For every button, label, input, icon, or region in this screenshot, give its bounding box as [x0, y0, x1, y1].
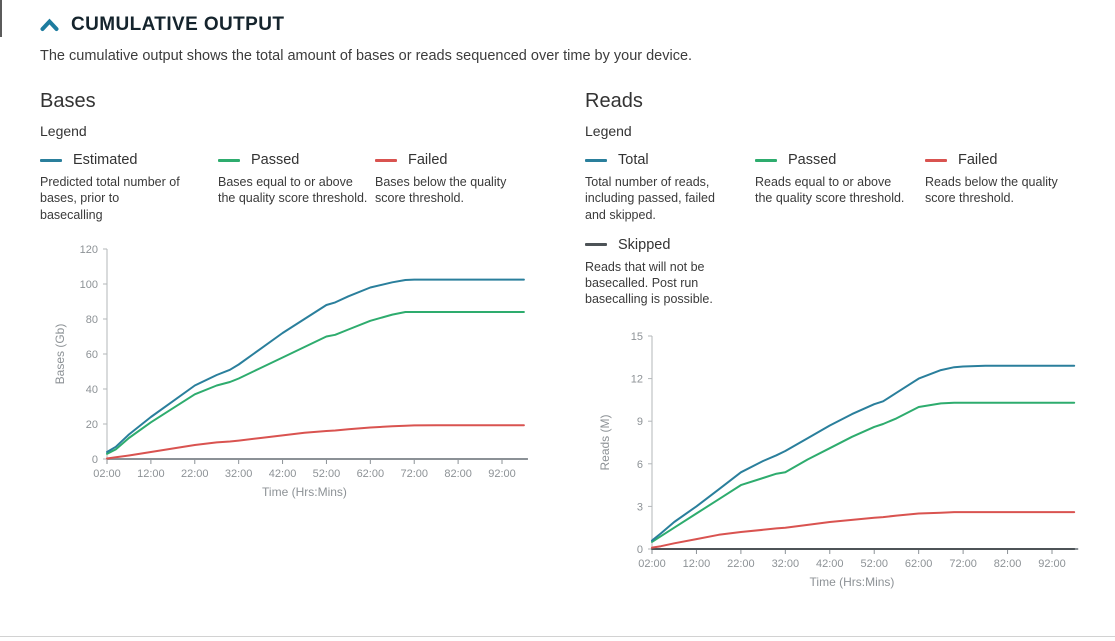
reads-section: Reads Legend Total Total number of reads… — [585, 90, 1115, 605]
svg-text:72:00: 72:00 — [949, 558, 977, 570]
svg-text:32:00: 32:00 — [772, 558, 800, 570]
legend-label: Failed — [408, 152, 448, 168]
legend-description: Bases equal to or above the quality scor… — [218, 175, 368, 206]
svg-text:92:00: 92:00 — [1038, 558, 1066, 570]
svg-text:80: 80 — [86, 314, 98, 326]
legend-label: Passed — [251, 152, 300, 168]
legend-description: Reads equal to or above the quality scor… — [755, 175, 905, 206]
reads-title: Reads — [585, 90, 643, 112]
svg-text:100: 100 — [80, 279, 98, 291]
svg-text:82:00: 82:00 — [994, 558, 1022, 570]
legend-label: Passed — [788, 152, 837, 168]
svg-text:22:00: 22:00 — [181, 468, 209, 480]
legend-description: Reads below the quality score threshold. — [925, 175, 1058, 206]
bases-section: Bases Legend Estimated Predicted total n… — [40, 90, 565, 508]
svg-text:52:00: 52:00 — [313, 468, 341, 480]
bases-chart: 0 20 40 60 80 100 120 02:00 12:00 22:00 32:00 42:00… — [53, 244, 528, 499]
svg-text:12: 12 — [631, 373, 643, 385]
legend-description: Predicted total number of bases, prior t… — [40, 175, 180, 222]
svg-text:0: 0 — [637, 544, 643, 556]
svg-text:120: 120 — [80, 244, 98, 256]
passed-line-swatch-icon — [218, 158, 240, 162]
svg-text:Time (Hrs:Mins): Time (Hrs:Mins) — [262, 485, 347, 499]
legend-item-passed: Passed Reads equal to or above the quali… — [755, 151, 925, 223]
legend-label: Estimated — [73, 152, 138, 168]
svg-text:60: 60 — [86, 349, 98, 361]
legend-label: Total — [618, 152, 649, 168]
failed-line-swatch-icon — [375, 158, 397, 162]
chevron-up-icon[interactable] — [40, 18, 59, 32]
legend-description: Total number of reads, including passed,… — [585, 175, 715, 222]
legend-description: Bases below the quality score threshold. — [375, 175, 507, 206]
svg-text:42:00: 42:00 — [816, 558, 844, 570]
section-description: The cumulative output shows the total am… — [40, 48, 693, 64]
reads-legend-title: Legend — [585, 123, 632, 139]
passed-line-swatch-icon — [755, 158, 777, 162]
svg-text:Time (Hrs:Mins): Time (Hrs:Mins) — [810, 575, 895, 589]
svg-text:Reads (M): Reads (M) — [598, 414, 612, 470]
page-title: CUMULATIVE OUTPUT — [71, 14, 285, 35]
svg-text:52:00: 52:00 — [860, 558, 888, 570]
bases-legend: Estimated Predicted total number of base… — [40, 151, 565, 223]
legend-label: Skipped — [618, 236, 671, 253]
svg-text:6: 6 — [637, 458, 643, 470]
bottom-divider — [0, 636, 1115, 637]
svg-text:62:00: 62:00 — [357, 468, 385, 480]
section-header[interactable]: CUMULATIVE OUTPUT — [40, 14, 284, 36]
reads-legend: Total Total number of reads, including p… — [585, 151, 1115, 308]
legend-item-skipped: Skipped Reads that will not be basecalle… — [585, 236, 755, 308]
svg-text:15: 15 — [631, 331, 643, 343]
total-line-swatch-icon — [585, 158, 607, 162]
svg-text:12:00: 12:00 — [137, 468, 165, 480]
svg-text:Bases (Gb): Bases (Gb) — [53, 323, 67, 384]
svg-text:62:00: 62:00 — [905, 558, 933, 570]
panel-edge — [0, 0, 2, 37]
svg-text:40: 40 — [86, 384, 98, 396]
legend-item-failed: Failed Bases below the quality score thr… — [375, 151, 555, 223]
estimated-line-swatch-icon — [40, 158, 62, 162]
legend-item-total: Total Total number of reads, including p… — [585, 151, 755, 223]
reads-chart: 0 3 6 9 12 15 02:00 12:00 22:00 32:00 42:00 52:00 62… — [598, 331, 1079, 589]
svg-text:82:00: 82:00 — [444, 468, 472, 480]
legend-item-estimated: Estimated Predicted total number of base… — [40, 151, 218, 223]
svg-text:12:00: 12:00 — [683, 558, 711, 570]
failed-line-swatch-icon — [925, 158, 947, 162]
legend-description: Reads that will not be basecalled. Post … — [585, 259, 713, 307]
svg-text:20: 20 — [86, 419, 98, 431]
legend-item-passed: Passed Bases equal to or above the quali… — [218, 151, 375, 223]
bases-legend-title: Legend — [40, 123, 87, 139]
svg-text:32:00: 32:00 — [225, 468, 253, 480]
legend-item-failed: Failed Reads below the quality score thr… — [925, 151, 1105, 223]
svg-text:22:00: 22:00 — [727, 558, 755, 570]
svg-text:9: 9 — [637, 416, 643, 428]
svg-text:02:00: 02:00 — [638, 558, 666, 570]
bases-title: Bases — [40, 90, 96, 112]
skipped-line-swatch-icon — [585, 243, 607, 247]
svg-text:72:00: 72:00 — [400, 468, 428, 480]
svg-text:3: 3 — [637, 501, 643, 513]
svg-text:92:00: 92:00 — [488, 468, 516, 480]
svg-text:02:00: 02:00 — [93, 468, 121, 480]
svg-text:42:00: 42:00 — [269, 468, 297, 480]
legend-label: Failed — [958, 152, 998, 168]
svg-text:0: 0 — [92, 454, 98, 466]
